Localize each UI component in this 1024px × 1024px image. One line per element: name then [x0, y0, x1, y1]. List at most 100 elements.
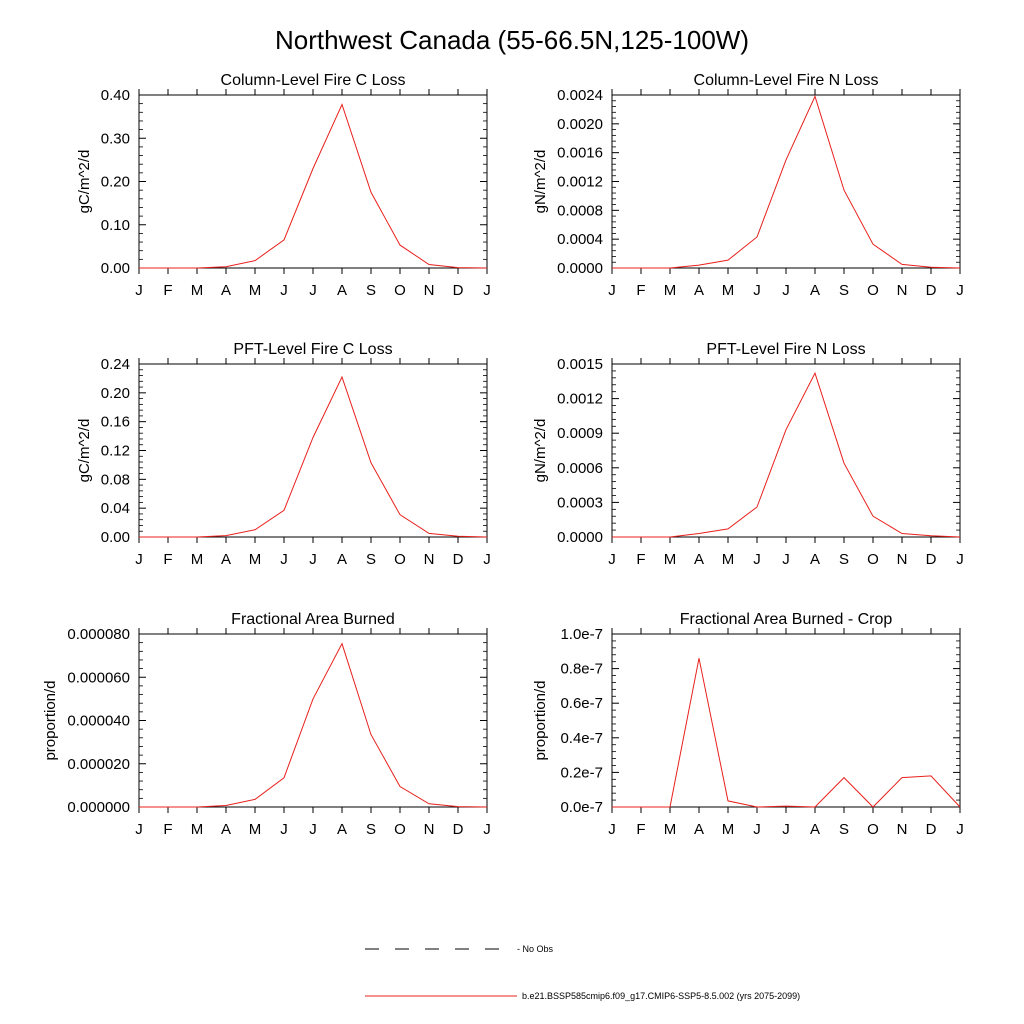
- x-tick-label: J: [753, 282, 761, 299]
- x-tick-label: A: [810, 821, 820, 838]
- plot-frame: [611, 94, 961, 269]
- x-tick-label: M: [249, 282, 262, 299]
- y-tick-label: 0.4e-7: [560, 730, 603, 747]
- x-tick-label: F: [163, 821, 172, 838]
- series-line: [612, 371, 961, 538]
- x-tick-label: N: [897, 282, 908, 299]
- x-tick-label: A: [337, 282, 347, 299]
- x-tick-label: J: [309, 551, 317, 568]
- x-tick-label: N: [897, 551, 908, 568]
- y-tick-label: 0.24: [101, 356, 130, 373]
- plot-frame: [611, 363, 961, 538]
- y-tick-label: 0.0015: [557, 356, 603, 373]
- x-tick-label: J: [753, 821, 761, 838]
- x-tick-label: O: [867, 821, 879, 838]
- series-line: [139, 375, 488, 538]
- x-tick-label: S: [839, 821, 849, 838]
- x-tick-label: F: [636, 551, 645, 568]
- y-tick-label: 0.0000: [557, 529, 603, 546]
- plot-frame: [138, 633, 488, 808]
- y-axis-label: gN/m^2/d: [532, 419, 549, 483]
- y-tick-label: 0.000040: [67, 713, 130, 730]
- x-tick-label: M: [249, 551, 262, 568]
- x-tick-label: A: [221, 282, 231, 299]
- x-tick-label: M: [722, 821, 735, 838]
- x-tick-label: J: [483, 821, 491, 838]
- y-tick-label: 0.000080: [67, 626, 130, 643]
- x-tick-label: N: [424, 821, 435, 838]
- x-tick-label: A: [694, 821, 704, 838]
- y-tick-label: 0.0020: [557, 116, 603, 133]
- legend-label-model: b.e21.BSSP585cmip6.f09_g17.CMIP6-SSP5-8.…: [522, 991, 800, 1001]
- x-tick-label: O: [394, 821, 406, 838]
- x-tick-label: J: [280, 551, 288, 568]
- y-tick-label: 0.08: [101, 471, 130, 488]
- x-tick-label: J: [280, 821, 288, 838]
- y-tick-label: 0.20: [101, 385, 130, 402]
- x-tick-label: J: [782, 282, 790, 299]
- y-tick-label: 0.0008: [557, 202, 603, 219]
- y-tick-label: 0.0016: [557, 145, 603, 162]
- panel-title: Fractional Area Burned: [231, 611, 395, 628]
- x-tick-label: F: [636, 821, 645, 838]
- x-tick-label: J: [483, 282, 491, 299]
- x-tick-label: J: [956, 551, 964, 568]
- x-tick-label: M: [191, 551, 204, 568]
- panel-title: Fractional Area Burned - Crop: [680, 611, 893, 628]
- y-tick-label: 0.000020: [67, 756, 130, 773]
- y-tick-label: 0.0003: [557, 494, 603, 511]
- y-tick-label: 0.30: [101, 130, 130, 147]
- y-tick-label: 0.40: [101, 87, 130, 104]
- x-tick-label: J: [309, 821, 317, 838]
- x-tick-label: J: [782, 821, 790, 838]
- x-tick-label: F: [163, 551, 172, 568]
- x-tick-label: M: [664, 282, 677, 299]
- x-tick-label: D: [926, 821, 937, 838]
- y-tick-label: 0.0006: [557, 460, 603, 477]
- y-tick-label: 0.12: [101, 443, 130, 460]
- x-tick-label: M: [664, 821, 677, 838]
- y-tick-label: 0.04: [101, 500, 130, 517]
- x-tick-label: N: [424, 551, 435, 568]
- panel-title: Column-Level Fire C Loss: [221, 72, 406, 89]
- y-tick-label: 0.0012: [557, 391, 603, 408]
- x-tick-label: F: [163, 282, 172, 299]
- y-tick-label: 0.2e-7: [560, 764, 603, 781]
- x-tick-label: M: [664, 551, 677, 568]
- y-tick-label: 0.0e-7: [560, 799, 603, 816]
- y-tick-label: 0.00: [101, 529, 130, 546]
- x-tick-label: A: [221, 821, 231, 838]
- y-tick-label: 0.0000: [557, 260, 603, 277]
- x-tick-label: O: [867, 282, 879, 299]
- x-tick-label: S: [366, 821, 376, 838]
- y-tick-label: 0.00: [101, 260, 130, 277]
- x-tick-label: M: [249, 821, 262, 838]
- y-tick-label: 0.0012: [557, 174, 603, 191]
- x-tick-label: N: [424, 282, 435, 299]
- x-tick-label: O: [394, 282, 406, 299]
- series-line: [139, 103, 488, 269]
- x-tick-label: O: [867, 551, 879, 568]
- x-tick-label: S: [366, 282, 376, 299]
- y-axis-label: proportion/d: [42, 680, 59, 760]
- x-tick-label: D: [926, 282, 937, 299]
- x-tick-label: J: [280, 282, 288, 299]
- x-tick-label: N: [897, 821, 908, 838]
- x-tick-label: D: [453, 821, 464, 838]
- x-tick-label: M: [722, 551, 735, 568]
- x-tick-label: J: [956, 282, 964, 299]
- x-tick-label: J: [956, 821, 964, 838]
- panel-title: PFT-Level Fire C Loss: [233, 341, 392, 358]
- y-tick-label: 0.6e-7: [560, 695, 603, 712]
- x-tick-label: D: [453, 551, 464, 568]
- x-tick-label: J: [135, 821, 143, 838]
- y-axis-label: gN/m^2/d: [532, 150, 549, 214]
- y-tick-label: 0.0024: [557, 87, 603, 104]
- x-tick-label: A: [810, 282, 820, 299]
